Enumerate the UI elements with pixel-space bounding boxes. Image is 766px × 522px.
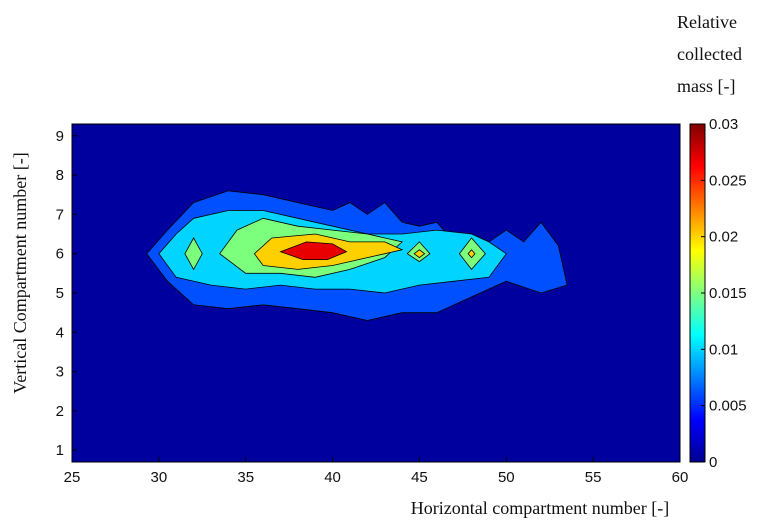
x-axis-label: Horizontal compartment number [-] bbox=[411, 498, 669, 518]
colorbar-tick-label-4: 0.02 bbox=[709, 229, 738, 246]
colorbar-title-line-1: Relative bbox=[677, 12, 737, 32]
colorbar-title-line-2: collected bbox=[677, 44, 742, 64]
x-axis-ticks: 25 30 35 40 45 50 55 60 bbox=[64, 457, 689, 486]
colorbar-ticks: 0 0.005 0.01 0.015 0.02 0.025 0.03 bbox=[701, 116, 747, 471]
y-tick-label-4: 5 bbox=[56, 285, 64, 302]
contour-region-2 bbox=[184, 237, 203, 271]
colorbar-tick-label-6: 0.03 bbox=[709, 116, 738, 133]
x-tick-label-2: 35 bbox=[237, 469, 254, 486]
y-tick-label-2: 3 bbox=[56, 364, 64, 381]
x-tick-label-5: 50 bbox=[498, 469, 515, 486]
x-tick-label-1: 30 bbox=[151, 469, 168, 486]
x-tick-label-7: 60 bbox=[672, 469, 689, 486]
y-tick-label-8: 9 bbox=[56, 128, 64, 145]
contour-region-7 bbox=[413, 249, 426, 259]
y-tick-label-0: 1 bbox=[56, 442, 64, 459]
colorbar-tick-label-2: 0.01 bbox=[709, 341, 738, 358]
x-tick-label-6: 55 bbox=[585, 469, 602, 486]
colorbar-tick-label-5: 0.025 bbox=[709, 172, 747, 189]
y-tick-label-7: 8 bbox=[56, 167, 64, 184]
contour-region-8 bbox=[467, 249, 476, 259]
y-axis-ticks: 1 2 3 4 5 6 7 8 9 bbox=[56, 128, 77, 459]
y-tick-label-6: 7 bbox=[56, 206, 64, 223]
x-tick-label-4: 45 bbox=[411, 469, 428, 486]
y-tick-label-5: 6 bbox=[56, 246, 64, 263]
contour-regions bbox=[146, 190, 568, 321]
colorbar-tick-label-0: 0 bbox=[709, 454, 717, 471]
y-tick-label-1: 2 bbox=[56, 403, 64, 420]
y-tick-label-3: 4 bbox=[56, 324, 64, 341]
colorbar-tick-label-1: 0.005 bbox=[709, 398, 747, 415]
x-tick-label-3: 40 bbox=[324, 469, 341, 486]
colorbar-tick-label-3: 0.015 bbox=[709, 285, 747, 302]
colorbar-title-line-3: mass [-] bbox=[677, 76, 735, 96]
contour-region-9 bbox=[279, 241, 348, 261]
x-tick-label-0: 25 bbox=[64, 469, 81, 486]
y-axis-label: Vertical Compartment number [-] bbox=[10, 152, 30, 393]
